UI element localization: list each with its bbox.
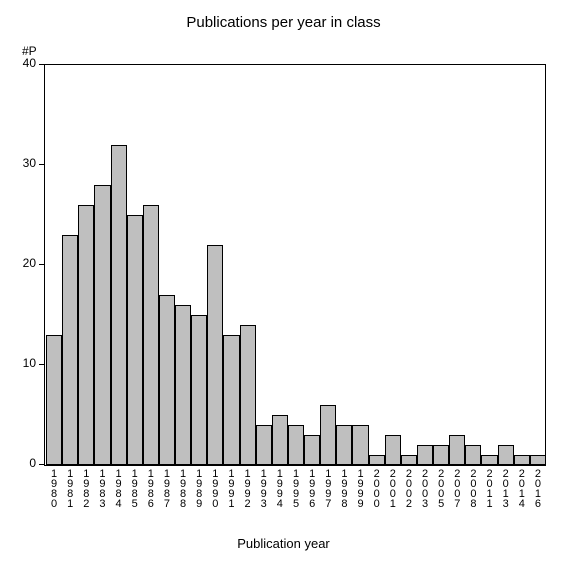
y-tick-label: 20 xyxy=(12,256,36,270)
bar xyxy=(159,295,175,465)
bar xyxy=(417,445,433,465)
bar xyxy=(320,405,336,465)
bar xyxy=(78,205,94,465)
x-tick-label: 1991 xyxy=(222,468,236,508)
bar xyxy=(481,455,497,465)
bar xyxy=(449,435,465,465)
x-tick-label: 1998 xyxy=(335,468,349,508)
bar xyxy=(352,425,368,465)
x-tick-label: 2005 xyxy=(432,468,446,508)
x-tick-label: 1985 xyxy=(126,468,140,508)
bar xyxy=(288,425,304,465)
bar xyxy=(256,425,272,465)
x-tick-label: 1999 xyxy=(352,468,366,508)
x-tick-label: 2011 xyxy=(481,468,495,508)
bar xyxy=(369,455,385,465)
x-tick-label: 2000 xyxy=(368,468,382,508)
x-tick-label: 1996 xyxy=(303,468,317,508)
x-tick-label: 1980 xyxy=(45,468,59,508)
x-tick-label: 1988 xyxy=(174,468,188,508)
bar xyxy=(514,455,530,465)
x-tick-label: 1997 xyxy=(319,468,333,508)
bar xyxy=(191,315,207,465)
chart-container: Publications per year in class #P 010203… xyxy=(0,0,567,567)
x-tick-label: 2002 xyxy=(400,468,414,508)
bar xyxy=(175,305,191,465)
bar xyxy=(433,445,449,465)
x-tick-label: 1992 xyxy=(239,468,253,508)
bar xyxy=(465,445,481,465)
x-tick-label: 2007 xyxy=(448,468,462,508)
bar xyxy=(272,415,288,465)
bar xyxy=(127,215,143,465)
x-tick-label: 2016 xyxy=(529,468,543,508)
bar xyxy=(62,235,78,465)
bar xyxy=(111,145,127,465)
bar xyxy=(401,455,417,465)
plot-area xyxy=(44,64,546,466)
bar xyxy=(498,445,514,465)
bar xyxy=(240,325,256,465)
x-tick-label: 2003 xyxy=(416,468,430,508)
x-tick-label: 1995 xyxy=(287,468,301,508)
x-axis-title: Publication year xyxy=(0,536,567,551)
x-tick-label: 2013 xyxy=(497,468,511,508)
y-tick-label: 0 xyxy=(12,456,36,470)
bar xyxy=(304,435,320,465)
x-tick-label: 1981 xyxy=(61,468,75,508)
x-tick-label: 1987 xyxy=(158,468,172,508)
bar xyxy=(385,435,401,465)
bar xyxy=(336,425,352,465)
bar xyxy=(143,205,159,465)
x-tick-label: 2008 xyxy=(464,468,478,508)
bar xyxy=(207,245,223,465)
x-tick-label: 1982 xyxy=(77,468,91,508)
x-tick-label: 1993 xyxy=(255,468,269,508)
y-tick-label: 40 xyxy=(12,56,36,70)
bar xyxy=(46,335,62,465)
x-tick-label: 1994 xyxy=(271,468,285,508)
x-tick-label: 2014 xyxy=(513,468,527,508)
y-tick-label: 30 xyxy=(12,156,36,170)
x-tick-label: 1983 xyxy=(93,468,107,508)
bar xyxy=(530,455,546,465)
x-tick-label: 1990 xyxy=(206,468,220,508)
chart-title: Publications per year in class xyxy=(0,14,567,31)
x-tick-label: 1989 xyxy=(190,468,204,508)
x-tick-label: 2001 xyxy=(384,468,398,508)
bar xyxy=(223,335,239,465)
bar xyxy=(94,185,110,465)
y-tick-label: 10 xyxy=(12,356,36,370)
x-tick-label: 1986 xyxy=(142,468,156,508)
x-tick-label: 1984 xyxy=(110,468,124,508)
